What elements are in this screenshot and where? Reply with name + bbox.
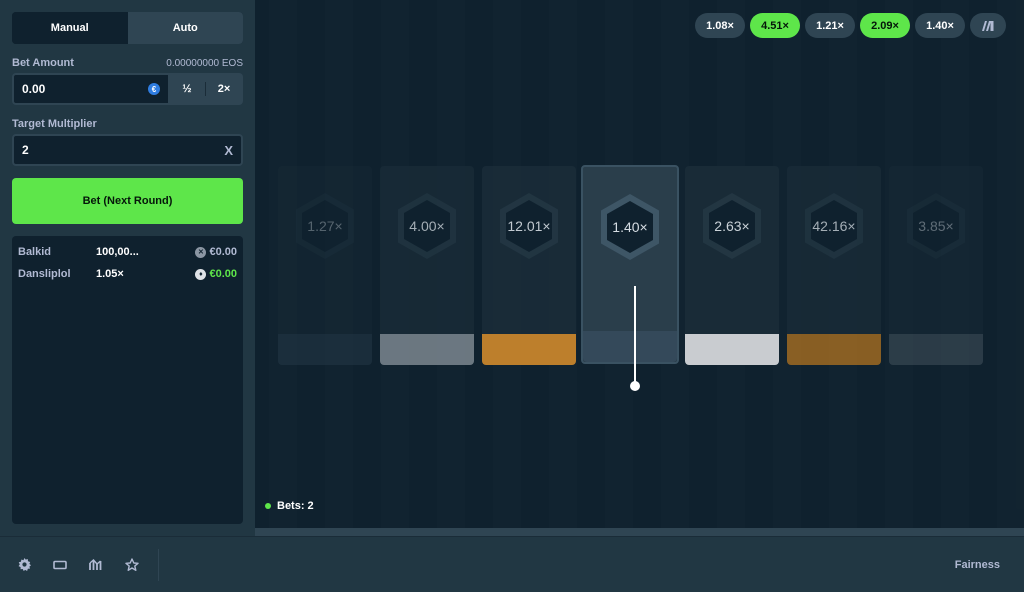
divider	[205, 82, 206, 96]
tab-manual[interactable]: Manual	[12, 12, 128, 44]
tile-color-band	[482, 334, 576, 365]
multiplier-label: 3.85×	[918, 218, 954, 234]
favorite-star-icon	[125, 557, 139, 571]
player-list: Balkid 100,00... ✕ €0.00 Dansliplol 1.05…	[12, 236, 243, 524]
target-multiplier-row: X	[12, 134, 243, 166]
multiplier-reel: 1.27× 4.00× 12.01× 1.40× 2.63× 42.16× 3.85×	[255, 165, 1024, 366]
hexagon-icon	[703, 193, 761, 259]
multiplier-label: 4.00×	[409, 218, 445, 234]
history-chip[interactable]: 1.08×	[695, 13, 745, 38]
player-multiplier: 1.05×	[96, 268, 124, 280]
footer-bar: Fairness	[0, 536, 1024, 592]
hexagon-icon	[296, 193, 354, 259]
fairness-link[interactable]: Fairness	[954, 559, 1000, 571]
game-area: 1.08× 4.51× 1.21× 2.09× 1.40× 1.27× 4.00×…	[255, 0, 1024, 528]
multiplier-tile: 42.16×	[787, 166, 881, 365]
player-multiplier: 100,00...	[96, 246, 139, 258]
live-dot-icon	[265, 503, 271, 509]
bet-amount-label: Bet Amount	[12, 57, 74, 69]
target-multiplier-input[interactable]	[22, 143, 225, 157]
tile-color-band	[278, 334, 372, 365]
tab-auto[interactable]: Auto	[127, 12, 243, 44]
player-name: Dansliplol	[18, 268, 71, 280]
history-chip[interactable]: 1.40×	[915, 13, 965, 38]
bet-button[interactable]: Bet (Next Round)	[12, 178, 243, 224]
double-bet-button[interactable]: 2×	[217, 83, 231, 95]
bets-count: Bets: 2	[265, 500, 314, 512]
multiplier-tile: 2.63×	[685, 166, 779, 365]
multiplier-label: 1.27×	[307, 218, 343, 234]
tile-color-band	[380, 334, 474, 365]
favorite-button[interactable]	[114, 537, 150, 592]
settings-icon	[18, 558, 31, 571]
settings-button[interactable]	[6, 537, 42, 592]
payout-value: €0.00	[209, 246, 237, 258]
target-label-row: Target Multiplier	[12, 116, 243, 130]
bet-amount-row: € ½ 2×	[12, 73, 243, 105]
half-bet-button[interactable]: ½	[182, 83, 192, 95]
target-multiplier-label: Target Multiplier	[12, 118, 97, 130]
list-item: Balkid 100,00... ✕ €0.00	[18, 241, 237, 263]
theatre-mode-button[interactable]	[42, 537, 78, 592]
result-pointer-dot	[630, 381, 640, 391]
multiplier-label: 2.63×	[714, 218, 750, 234]
bet-amount-input-wrap: €	[13, 74, 169, 104]
multiplier-label: 1.40×	[612, 219, 648, 235]
multiplier-tile: 1.27×	[278, 166, 372, 365]
footer-divider	[158, 548, 159, 581]
tile-color-band	[583, 331, 677, 362]
hexagon-icon	[907, 193, 965, 259]
player-payout: ✕ €0.00	[195, 246, 237, 258]
hexagon-icon	[500, 193, 558, 259]
player-name: Balkid	[18, 246, 52, 258]
stats-bars-icon	[982, 20, 994, 31]
round-progress-bar	[255, 528, 1024, 536]
multiplier-tile: 3.85×	[889, 166, 983, 365]
theatre-mode-icon	[53, 560, 67, 569]
payout-value: €0.00	[209, 268, 237, 280]
multiplier-tile: 4.00×	[380, 166, 474, 365]
multiplier-tile: 12.01×	[482, 166, 576, 365]
previous-results: 1.08× 4.51× 1.21× 2.09× 1.40×	[695, 13, 1006, 38]
list-item: Dansliplol 1.05× ♦ €0.00	[18, 263, 237, 285]
hexagon-icon	[398, 193, 456, 259]
history-chip[interactable]: 2.09×	[860, 13, 910, 38]
multiplier-label: 12.01×	[507, 218, 551, 234]
tile-color-band	[889, 334, 983, 365]
bet-sidebar: Manual Auto Bet Amount 0.00000000 EOS € …	[0, 0, 255, 536]
clear-icon[interactable]: X	[224, 142, 233, 158]
multiplier-tile-selected: 1.40×	[581, 165, 679, 364]
mode-toggle: Manual Auto	[12, 12, 243, 44]
hexagon-icon	[805, 193, 863, 259]
bet-amount-input[interactable]	[22, 82, 148, 96]
result-pointer	[634, 286, 636, 386]
live-stats-button[interactable]	[970, 13, 1006, 38]
bets-count-label: Bets: 2	[277, 500, 314, 512]
euro-coin-icon: €	[148, 83, 160, 95]
history-chip[interactable]: 1.21×	[805, 13, 855, 38]
balance-value: 0.00000000 EOS	[166, 58, 243, 69]
x-coin-icon: ✕	[195, 246, 207, 258]
multiplier-label: 42.16×	[812, 218, 856, 234]
hexagon-icon	[601, 194, 659, 260]
history-chip[interactable]: 4.51×	[750, 13, 800, 38]
bet-amount-label-row: Bet Amount 0.00000000 EOS	[12, 55, 243, 69]
stats-icon	[89, 559, 102, 570]
eth-coin-icon: ♦	[195, 268, 207, 280]
player-payout: ♦ €0.00	[195, 268, 237, 280]
tile-color-band	[787, 334, 881, 365]
stats-button[interactable]	[78, 537, 114, 592]
tile-color-band	[685, 334, 779, 365]
